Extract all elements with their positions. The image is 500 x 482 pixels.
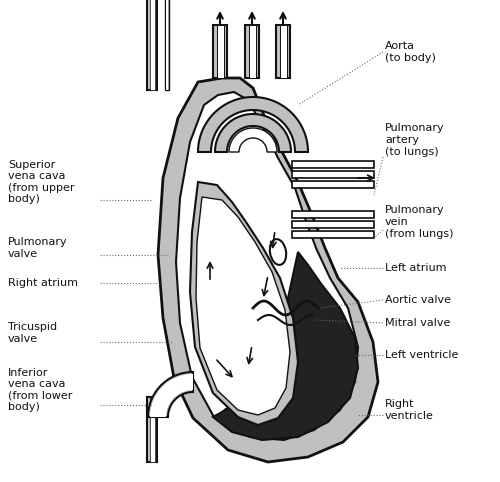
Bar: [216, 25, 224, 78]
Bar: [150, 397, 154, 462]
Text: Aortic valve: Aortic valve: [385, 295, 451, 305]
Polygon shape: [196, 197, 290, 415]
Polygon shape: [158, 78, 378, 462]
Bar: [245, 25, 259, 78]
Bar: [216, 25, 224, 78]
Bar: [276, 25, 290, 78]
Bar: [292, 211, 374, 218]
Bar: [293, 212, 373, 217]
Text: Right atrium: Right atrium: [8, 278, 78, 288]
Bar: [150, 0, 154, 90]
Text: Superior
vena cava
(from upper
body): Superior vena cava (from upper body): [8, 160, 74, 204]
Polygon shape: [198, 97, 308, 152]
Bar: [293, 232, 373, 237]
Text: Pulmonary
vein
(from lungs): Pulmonary vein (from lungs): [385, 205, 454, 239]
Bar: [165, 0, 169, 90]
Bar: [292, 161, 374, 168]
Bar: [248, 25, 256, 78]
Ellipse shape: [270, 239, 286, 265]
Bar: [280, 25, 286, 78]
Polygon shape: [190, 182, 298, 425]
Bar: [292, 221, 374, 228]
Bar: [293, 172, 373, 177]
Polygon shape: [213, 252, 358, 440]
Bar: [166, 0, 168, 90]
Text: Pulmonary
valve: Pulmonary valve: [8, 237, 68, 259]
Text: Tricuspid
valve: Tricuspid valve: [8, 322, 57, 344]
Text: Right
ventricle: Right ventricle: [385, 399, 434, 421]
Polygon shape: [215, 114, 291, 152]
Text: Left atrium: Left atrium: [385, 263, 446, 273]
Bar: [293, 162, 373, 167]
Polygon shape: [150, 374, 193, 417]
Polygon shape: [229, 128, 277, 152]
Bar: [147, 397, 157, 462]
Text: Pulmonary
artery
(to lungs): Pulmonary artery (to lungs): [385, 123, 444, 157]
Bar: [292, 231, 374, 238]
Polygon shape: [148, 372, 193, 417]
Polygon shape: [176, 92, 358, 440]
Bar: [292, 181, 374, 188]
Bar: [248, 25, 256, 78]
Text: Left ventricle: Left ventricle: [385, 350, 458, 360]
Text: Aorta
(to body): Aorta (to body): [385, 41, 436, 63]
Bar: [213, 25, 227, 78]
Bar: [292, 171, 374, 178]
Bar: [147, 0, 157, 90]
Text: Inferior
vena cava
(from lower
body): Inferior vena cava (from lower body): [8, 368, 72, 413]
Text: Mitral valve: Mitral valve: [385, 318, 450, 328]
Bar: [293, 182, 373, 187]
Bar: [280, 25, 286, 78]
Bar: [293, 222, 373, 227]
